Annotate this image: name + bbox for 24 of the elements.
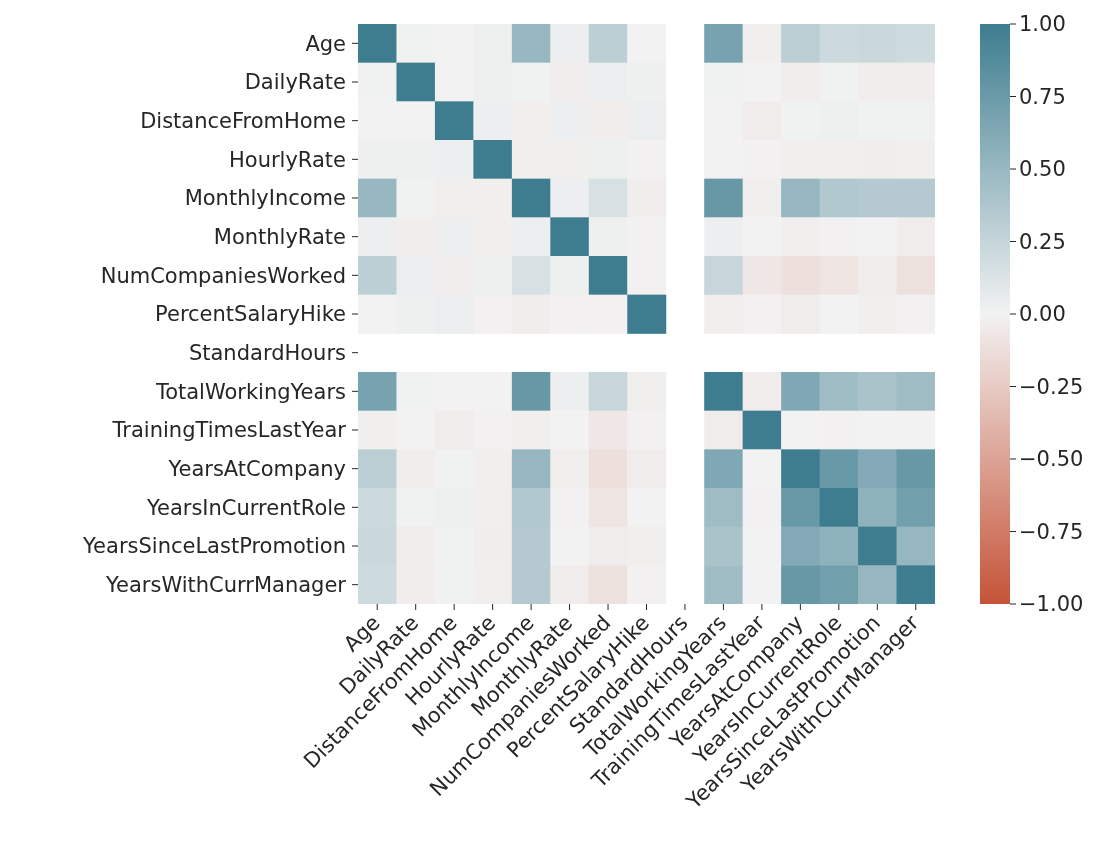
y-tick-label: DailyRate [244, 70, 346, 95]
y-tick-label: YearsAtCompany [167, 457, 346, 482]
y-tick-label: Age [305, 31, 346, 56]
color-bar-label: 0.25 [1019, 229, 1066, 254]
color-bar-label: −1.00 [1019, 592, 1084, 617]
y-tick-label: PercentSalaryHike [155, 302, 346, 327]
color-bar-label: 1.00 [1019, 12, 1066, 37]
y-tick-label: YearsWithCurrManager [104, 573, 347, 598]
color-bar-label: 0.00 [1019, 302, 1066, 327]
y-tick-label: DistanceFromHome [140, 109, 346, 134]
color-bar-label: −0.75 [1019, 519, 1084, 544]
y-tick-label: YearsInCurrentRole [145, 495, 346, 520]
y-tick-label: NumCompaniesWorked [100, 263, 346, 288]
color-bar-label: 0.50 [1019, 157, 1066, 182]
y-tick-label: TotalWorkingYears [154, 379, 346, 404]
y-tick-label: HourlyRate [229, 147, 346, 172]
y-tick-label: YearsSinceLastPromotion [82, 534, 346, 559]
color-bar-label: 0.75 [1019, 84, 1066, 109]
y-tick-label: TrainingTimesLastYear [111, 418, 347, 443]
y-tick-label: MonthlyIncome [184, 186, 346, 211]
y-tick-label: MonthlyRate [213, 225, 346, 250]
color-bar-label: −0.25 [1019, 374, 1084, 399]
color-bar-label: −0.50 [1019, 447, 1084, 472]
y-tick-label: StandardHours [188, 341, 346, 366]
